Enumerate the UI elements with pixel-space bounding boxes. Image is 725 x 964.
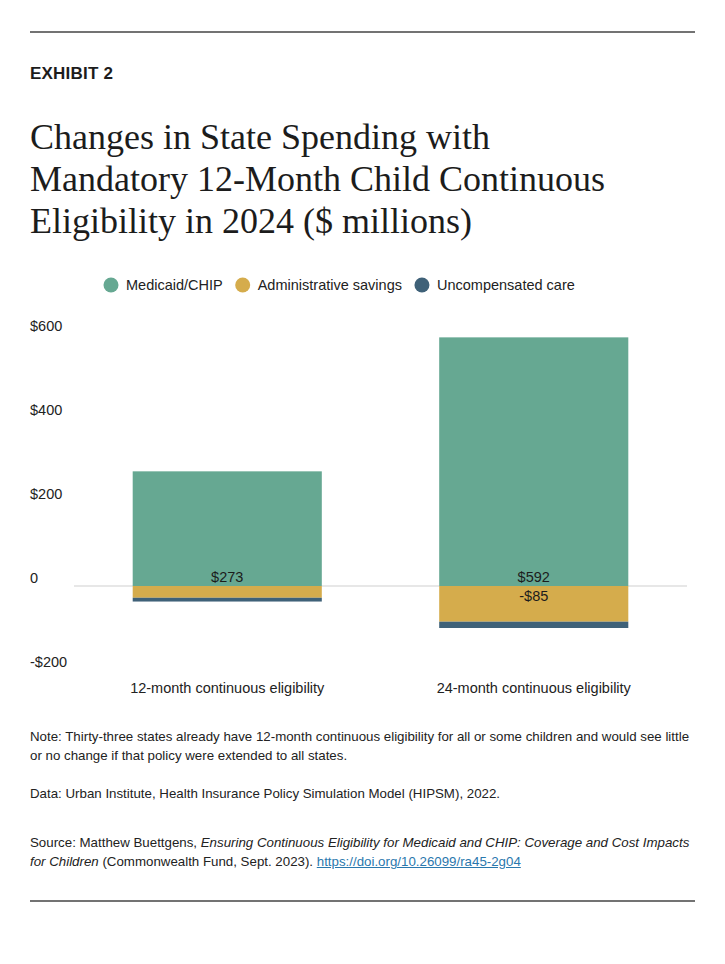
- legend: Medicaid/CHIP Administrative savings Uncom…: [104, 277, 575, 293]
- bar-segment: [133, 586, 322, 598]
- bottom-rule: [30, 900, 695, 902]
- y-axis: -$200 0 $200 $400 $600: [30, 318, 687, 670]
- source: Source: Matthew Buettgens, Ensuring Cont…: [30, 833, 696, 871]
- bar-segment: [439, 586, 628, 622]
- source-lead: Source: Matthew Buettgens,: [30, 835, 201, 850]
- x-tick-label: 12-month continuous eligibility: [130, 680, 325, 696]
- data-label: -$85: [519, 588, 548, 604]
- bars: [133, 337, 629, 628]
- y-tick-label: -$200: [30, 654, 67, 670]
- x-axis: 12-month continuous eligibility 24-month …: [130, 680, 631, 696]
- data-label: $273: [211, 569, 243, 585]
- data-label: $592: [518, 569, 550, 585]
- y-tick-label: $200: [30, 486, 62, 502]
- bar-segment: [133, 598, 322, 602]
- x-tick-label: 24-month continuous eligibility: [437, 680, 632, 696]
- legend-label: Administrative savings: [258, 277, 402, 293]
- bar-segment: [439, 337, 628, 586]
- top-rule: [30, 31, 695, 33]
- legend-label: Medicaid/CHIP: [126, 277, 223, 293]
- exhibit-label: EXHIBIT 2: [30, 64, 113, 84]
- chart-title: Changes in State Spending with Mandatory…: [30, 116, 700, 242]
- data-labels: $273 $592 -$85: [211, 569, 550, 604]
- y-tick-label: $600: [30, 318, 62, 334]
- legend-swatch: [104, 278, 119, 293]
- y-tick-label: $400: [30, 402, 62, 418]
- source-publisher: (Commonwealth Fund, Sept. 2023).: [99, 854, 317, 869]
- data-credit: Data: Urban Institute, Health Insurance …: [30, 784, 696, 803]
- note: Note: Thirty-three states already have 1…: [30, 727, 696, 765]
- legend-label: Uncompensated care: [437, 277, 575, 293]
- legend-swatch: [235, 278, 250, 293]
- source-link[interactable]: https://doi.org/10.26099/ra45-2g04: [317, 854, 521, 869]
- y-tick-label: 0: [30, 570, 38, 586]
- legend-swatch: [414, 278, 429, 293]
- bar-segment: [133, 471, 322, 586]
- bar-segment: [439, 622, 628, 628]
